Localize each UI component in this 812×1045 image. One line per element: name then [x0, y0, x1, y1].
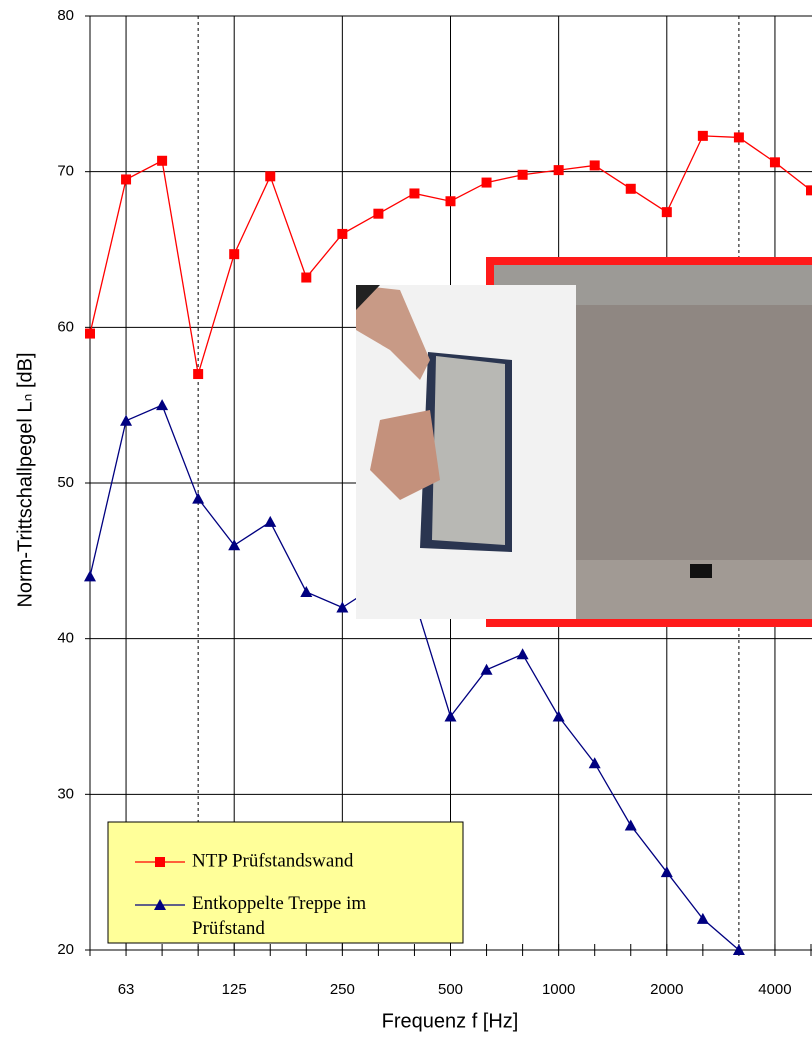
- marker: [806, 185, 812, 195]
- y-axis-title: Norm-Trittschallpegel Lₙ [dB]: [14, 352, 36, 607]
- legend-box: [108, 822, 463, 943]
- marker: [553, 711, 565, 722]
- marker: [84, 570, 96, 581]
- marker: [734, 132, 744, 142]
- marker: [193, 369, 203, 379]
- legend: NTP Prüfstandswand Entkoppelte Treppe im P…: [108, 822, 463, 943]
- marker: [228, 539, 240, 550]
- marker: [482, 178, 492, 188]
- marker: [518, 170, 528, 180]
- marker: [662, 207, 672, 217]
- marker: [300, 586, 312, 597]
- marker: [554, 165, 564, 175]
- x-tick-label: 125: [222, 981, 247, 998]
- legend-line-1: Entkoppelte Treppe im: [192, 893, 366, 914]
- marker: [373, 209, 383, 219]
- photo-device: [690, 564, 712, 578]
- photo-panel: [432, 356, 505, 545]
- marker: [590, 160, 600, 170]
- marker: [155, 857, 165, 867]
- legend-label: NTP Prüfstandswand: [192, 850, 354, 871]
- marker: [697, 913, 709, 924]
- x-axis-title: Frequenz f [Hz]: [382, 1010, 519, 1032]
- y-tick-label: 20: [57, 941, 74, 958]
- marker: [337, 229, 347, 239]
- y-tick-label: 80: [57, 7, 74, 24]
- marker: [409, 188, 419, 198]
- marker: [698, 131, 708, 141]
- marker: [481, 664, 493, 675]
- marker: [121, 174, 131, 184]
- marker: [445, 711, 457, 722]
- marker: [517, 648, 529, 659]
- marker: [120, 415, 132, 426]
- x-tick-label: 250: [330, 981, 355, 998]
- x-tick-label: 4000: [758, 981, 791, 998]
- x-tick-label: 2000: [650, 981, 683, 998]
- marker: [192, 493, 204, 504]
- y-tick-label: 30: [57, 785, 74, 802]
- x-tick-label: 500: [438, 981, 463, 998]
- marker: [661, 866, 673, 877]
- x-tick-label: 63: [118, 981, 135, 998]
- marker: [265, 171, 275, 181]
- legend-line-2: Prüfstand: [192, 918, 265, 939]
- marker: [229, 249, 239, 259]
- photo-inset: [356, 257, 812, 627]
- marker: [85, 329, 95, 339]
- marker: [446, 196, 456, 206]
- marker: [157, 156, 167, 166]
- y-tick-label: 40: [57, 630, 74, 647]
- y-tick-label: 50: [57, 474, 74, 491]
- marker: [264, 516, 276, 527]
- y-tick-label: 70: [57, 163, 74, 180]
- marker: [589, 757, 601, 768]
- marker: [626, 184, 636, 194]
- y-tick-label: 60: [57, 318, 74, 335]
- marker: [770, 157, 780, 167]
- marker: [336, 602, 348, 613]
- x-tick-label: 1000: [542, 981, 575, 998]
- marker: [625, 819, 637, 830]
- chart: 20 30 40 50 60 70 80 63 125 250 500 1000 2000 4000 NT…: [0, 0, 812, 1045]
- marker: [301, 273, 311, 283]
- marker: [156, 399, 168, 410]
